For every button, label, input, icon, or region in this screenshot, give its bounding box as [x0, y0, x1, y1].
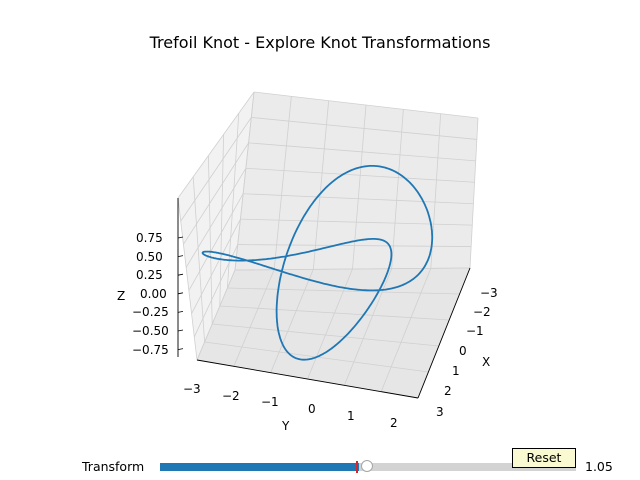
grid-line [243, 193, 474, 205]
transform-slider-value: 1.05 [585, 459, 613, 474]
z-tick-mark [177, 329, 184, 332]
grid-line [219, 305, 450, 321]
z-tick-mark [177, 311, 184, 313]
y-tick-label: −2 [222, 389, 240, 403]
z-tick-mark [177, 255, 184, 257]
z-tick-label: −0.25 [132, 305, 169, 319]
z-tick-label: 0.75 [136, 231, 163, 245]
trefoil-knot-curve [201, 165, 434, 361]
z-axis-label: Z [117, 289, 126, 303]
transform-slider-initial-marker [356, 461, 358, 473]
pane-floor [197, 268, 470, 398]
grid-line [183, 142, 249, 245]
y-axis-line [196, 359, 419, 399]
transform-slider-fill [160, 463, 359, 471]
grid-line [227, 287, 460, 295]
x-tick-label: 0 [459, 344, 467, 358]
pane-back [235, 92, 478, 270]
grid-line [273, 96, 292, 270]
x-axis-line [417, 267, 471, 399]
z-tick-label: 0.50 [136, 250, 163, 264]
x-tick-label: 2 [444, 384, 452, 398]
grid-line [343, 268, 393, 386]
pane-left [178, 92, 254, 360]
y-axis-label: Y [282, 419, 290, 433]
axis-panes [178, 92, 478, 398]
grid-line [245, 167, 475, 183]
z-tick-label: 0.25 [136, 268, 163, 282]
y-tick-label: −3 [183, 382, 201, 396]
z-tick-mark [177, 348, 184, 350]
grid-line [177, 197, 198, 361]
x-axis-label: X [482, 355, 491, 369]
grid-line [251, 117, 477, 140]
x-tick-label: −3 [480, 286, 498, 300]
reset-button[interactable]: Reset [512, 448, 576, 468]
chart-title: Trefoil Knot - Explore Knot Transformati… [149, 33, 491, 52]
y-tick-label: 1 [347, 409, 355, 423]
grid-line [212, 323, 439, 347]
grid-line [312, 100, 330, 270]
grid-line [191, 218, 241, 314]
grid-line [248, 142, 476, 162]
grid-line [270, 269, 314, 373]
x-tick-label: 3 [436, 405, 444, 419]
x-tick-label: 1 [452, 364, 460, 378]
z-tick-mark [177, 236, 184, 239]
z-tick-mark [177, 273, 184, 276]
z-tick-label: −0.50 [132, 324, 169, 338]
z-tick-label: 0.00 [140, 287, 167, 301]
grid-line [227, 113, 240, 289]
transform-slider-handle[interactable] [361, 460, 373, 472]
grid-line [177, 91, 255, 199]
grid-line [219, 134, 224, 307]
x-tick-label: −1 [466, 324, 484, 338]
grid-line [234, 91, 255, 271]
grid-line [185, 168, 247, 268]
grid-line [208, 155, 213, 325]
grid-line [180, 117, 252, 222]
x-tick-label: −2 [473, 305, 491, 319]
transform-slider-label: Transform [82, 459, 145, 474]
grid-line [469, 117, 479, 269]
y-tick-label: 0 [308, 402, 316, 416]
grid-line [253, 91, 479, 119]
axis-lines [177, 198, 471, 399]
grid-line [380, 268, 432, 392]
grid-line [192, 176, 205, 343]
grid-line [233, 269, 275, 367]
grid-line [196, 269, 236, 361]
y-tick-label: −1 [261, 395, 279, 409]
grid-line [240, 218, 473, 226]
grid-line [391, 109, 404, 269]
grid-line [188, 193, 244, 291]
y-tick-label: 2 [390, 416, 398, 430]
z-tick-label: −0.75 [132, 343, 169, 357]
z-tick-mark [177, 292, 184, 295]
